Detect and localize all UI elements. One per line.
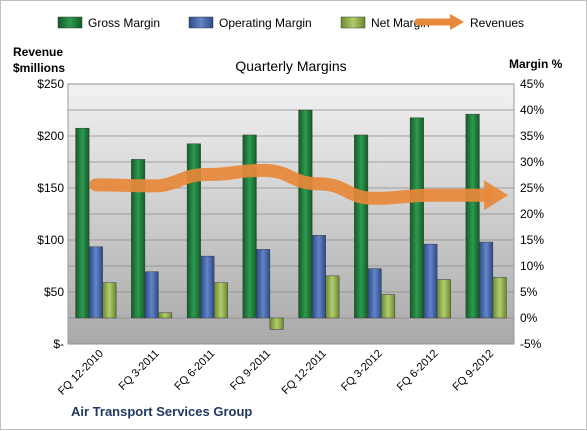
right-tick-label: -5% bbox=[520, 337, 542, 351]
left-tick-label: $200 bbox=[37, 129, 64, 143]
bar-net-margin bbox=[492, 277, 507, 319]
bar-gross-margin bbox=[409, 117, 424, 319]
right-tick-label: 35% bbox=[520, 129, 544, 143]
legend-label: Gross Margin bbox=[88, 16, 160, 30]
bar-gross-margin bbox=[242, 134, 257, 319]
bar-net-margin bbox=[436, 279, 451, 319]
right-tick-label: 0% bbox=[520, 311, 538, 325]
company-label: Air Transport Services Group bbox=[71, 404, 252, 419]
left-tick-label: $150 bbox=[37, 181, 64, 195]
x-tick-label: FQ 6-2012 bbox=[395, 348, 441, 394]
legend-label: Net Margin bbox=[371, 16, 430, 30]
bar-operating-margin bbox=[256, 249, 271, 319]
right-tick-label: 40% bbox=[520, 103, 544, 117]
right-tick-label: 25% bbox=[520, 181, 544, 195]
bar-operating-margin bbox=[144, 271, 159, 319]
bar-net-margin bbox=[325, 275, 340, 319]
legend-swatch bbox=[57, 16, 83, 29]
bar-gross-margin bbox=[186, 143, 201, 319]
bar-operating-margin bbox=[88, 246, 103, 319]
right-axis-title: Margin % bbox=[509, 57, 563, 71]
legend-swatch bbox=[340, 16, 366, 29]
right-tick-label: 30% bbox=[520, 155, 544, 169]
x-tick-label: FQ 9-2011 bbox=[228, 348, 273, 393]
x-tick-label: FQ 12-2010 bbox=[56, 348, 106, 398]
bar-net-margin bbox=[269, 317, 284, 330]
right-tick-label: 45% bbox=[520, 77, 544, 91]
x-tick-label: FQ 3-2011 bbox=[117, 348, 162, 393]
left-axis-title: Revenue bbox=[13, 45, 63, 59]
legend-swatch-arrowhead bbox=[450, 14, 464, 30]
bar-gross-margin bbox=[465, 113, 480, 319]
bar-gross-margin bbox=[131, 159, 146, 319]
left-tick-label: $100 bbox=[37, 233, 64, 247]
x-tick-label: FQ 6-2011 bbox=[172, 348, 217, 393]
bar-net-margin bbox=[158, 312, 173, 319]
bar-operating-margin bbox=[479, 241, 494, 319]
right-tick-label: 20% bbox=[520, 207, 544, 221]
legend-label: Operating Margin bbox=[219, 16, 312, 30]
right-tick-label: 10% bbox=[520, 259, 544, 273]
bar-gross-margin bbox=[354, 134, 369, 319]
bar-operating-margin bbox=[367, 268, 382, 319]
legend-label: Revenues bbox=[470, 16, 524, 30]
left-axis-title: $millions bbox=[13, 61, 65, 75]
x-tick-label: FQ 3-2012 bbox=[339, 348, 385, 394]
left-tick-label: $50 bbox=[44, 285, 64, 299]
revenue-line bbox=[89, 163, 493, 205]
right-tick-label: 15% bbox=[520, 233, 544, 247]
left-tick-label: $250 bbox=[37, 77, 64, 91]
revenue-arrowhead bbox=[484, 180, 509, 211]
bar-operating-margin bbox=[311, 235, 326, 319]
right-tick-label: 5% bbox=[520, 285, 538, 299]
bar-operating-margin bbox=[423, 243, 438, 319]
bar-gross-margin bbox=[75, 127, 90, 319]
legend-swatch bbox=[188, 16, 214, 29]
bar-net-margin bbox=[102, 282, 117, 319]
bar-operating-margin bbox=[200, 255, 215, 319]
bar-net-margin bbox=[213, 282, 228, 319]
chart-title: Quarterly Margins bbox=[235, 58, 346, 74]
x-tick-label: FQ 9-2012 bbox=[451, 348, 497, 394]
x-tick-label: FQ 12-2011 bbox=[280, 348, 329, 397]
bar-net-margin bbox=[381, 294, 396, 319]
left-tick-label: $- bbox=[53, 337, 64, 351]
bar-gross-margin bbox=[298, 109, 313, 319]
